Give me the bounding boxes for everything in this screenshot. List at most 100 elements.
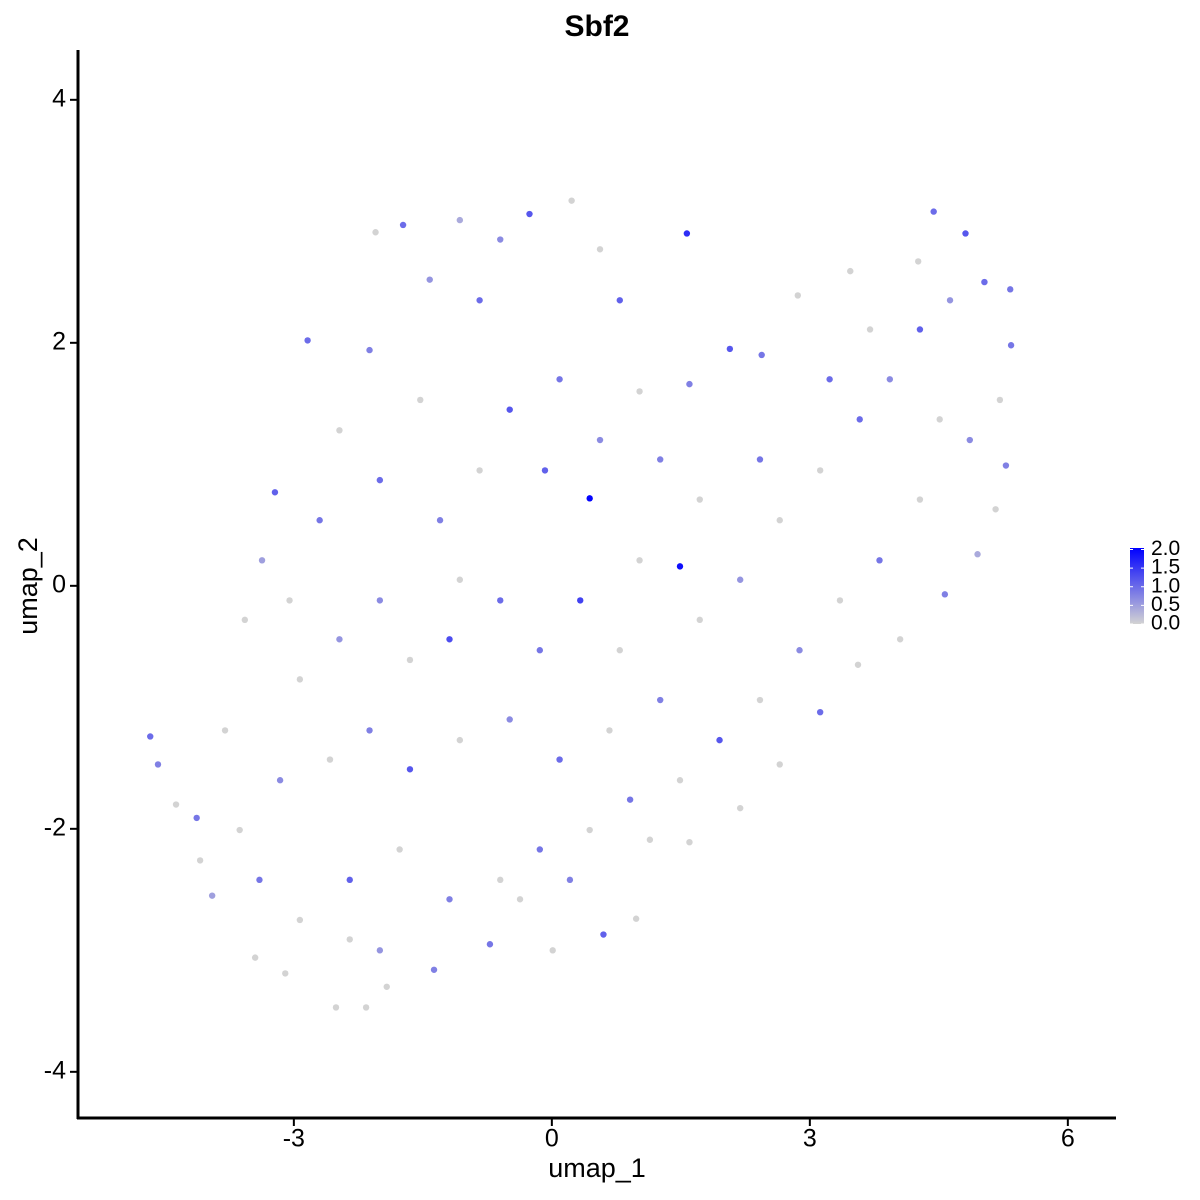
- point: [866, 326, 874, 333]
- point: [683, 230, 691, 237]
- point: [915, 258, 922, 265]
- point: [974, 551, 981, 558]
- y-tick-label: 4: [52, 84, 66, 112]
- point: [154, 761, 162, 768]
- point: [258, 557, 266, 564]
- point: [446, 896, 453, 903]
- point: [936, 416, 943, 423]
- point: [486, 941, 494, 948]
- y-tick-label: -4: [44, 1056, 66, 1084]
- point: [256, 876, 263, 884]
- point: [456, 576, 464, 583]
- point: [476, 297, 483, 304]
- point: [966, 436, 974, 444]
- point: [776, 761, 783, 768]
- point: [736, 576, 744, 583]
- point: [726, 345, 734, 353]
- point: [241, 616, 249, 624]
- point: [336, 636, 343, 643]
- point: [271, 489, 279, 496]
- point: [847, 267, 854, 275]
- point: [616, 297, 623, 304]
- point: [346, 936, 353, 943]
- point: [366, 346, 373, 354]
- point: [346, 876, 353, 884]
- point: [657, 456, 664, 463]
- chart-title: Sbf2: [564, 10, 629, 43]
- y-tick-label: 2: [52, 327, 66, 355]
- point: [886, 376, 894, 383]
- point: [296, 916, 304, 924]
- point: [836, 597, 844, 604]
- point: [296, 676, 304, 683]
- point: [716, 736, 723, 744]
- point: [736, 804, 744, 812]
- point: [626, 796, 634, 803]
- x-tick-label: 3: [803, 1125, 817, 1153]
- point: [636, 388, 643, 395]
- point: [417, 396, 424, 404]
- point: [676, 777, 684, 784]
- point: [756, 696, 764, 704]
- point: [696, 496, 703, 503]
- point: [596, 436, 604, 444]
- points: [147, 197, 1015, 1011]
- point: [896, 636, 904, 643]
- point: [526, 210, 533, 218]
- point: [383, 983, 390, 990]
- point: [541, 467, 549, 474]
- point: [606, 727, 613, 734]
- point: [366, 727, 373, 734]
- point: [646, 836, 654, 843]
- point: [794, 292, 802, 299]
- point: [930, 208, 937, 215]
- point: [147, 733, 154, 740]
- point: [616, 647, 623, 654]
- point: [776, 517, 783, 524]
- point: [632, 915, 640, 922]
- point: [286, 597, 293, 604]
- point: [196, 857, 204, 864]
- point: [372, 229, 379, 236]
- point: [996, 396, 1004, 404]
- point: [376, 597, 384, 604]
- point: [566, 876, 574, 884]
- point: [376, 947, 384, 954]
- point: [826, 376, 833, 383]
- point: [756, 456, 764, 463]
- point: [406, 766, 414, 773]
- point: [992, 506, 999, 513]
- point: [221, 727, 229, 734]
- point: [856, 416, 863, 423]
- point: [406, 656, 414, 664]
- point: [941, 591, 949, 598]
- point: [796, 647, 803, 654]
- point: [1007, 342, 1015, 349]
- point: [816, 467, 824, 474]
- point: [251, 954, 259, 961]
- point: [208, 892, 216, 899]
- y-axis-title: umap_2: [13, 537, 43, 635]
- point: [436, 517, 444, 524]
- point: [577, 597, 584, 604]
- point: [916, 326, 924, 333]
- point: [304, 337, 311, 344]
- point: [506, 716, 513, 723]
- point: [1002, 462, 1010, 469]
- colorbar-label: 1.0: [1151, 574, 1180, 597]
- point: [586, 495, 593, 502]
- point: [456, 216, 464, 224]
- point: [916, 496, 924, 503]
- point: [657, 696, 664, 704]
- point: [282, 970, 289, 977]
- colorbar-label: 2.0: [1151, 537, 1180, 560]
- x-tick-label: -3: [283, 1125, 305, 1153]
- point: [586, 826, 593, 834]
- point: [816, 708, 824, 716]
- point: [568, 197, 575, 204]
- point: [446, 636, 453, 643]
- point: [396, 846, 403, 853]
- point: [332, 1004, 340, 1011]
- point: [376, 476, 384, 484]
